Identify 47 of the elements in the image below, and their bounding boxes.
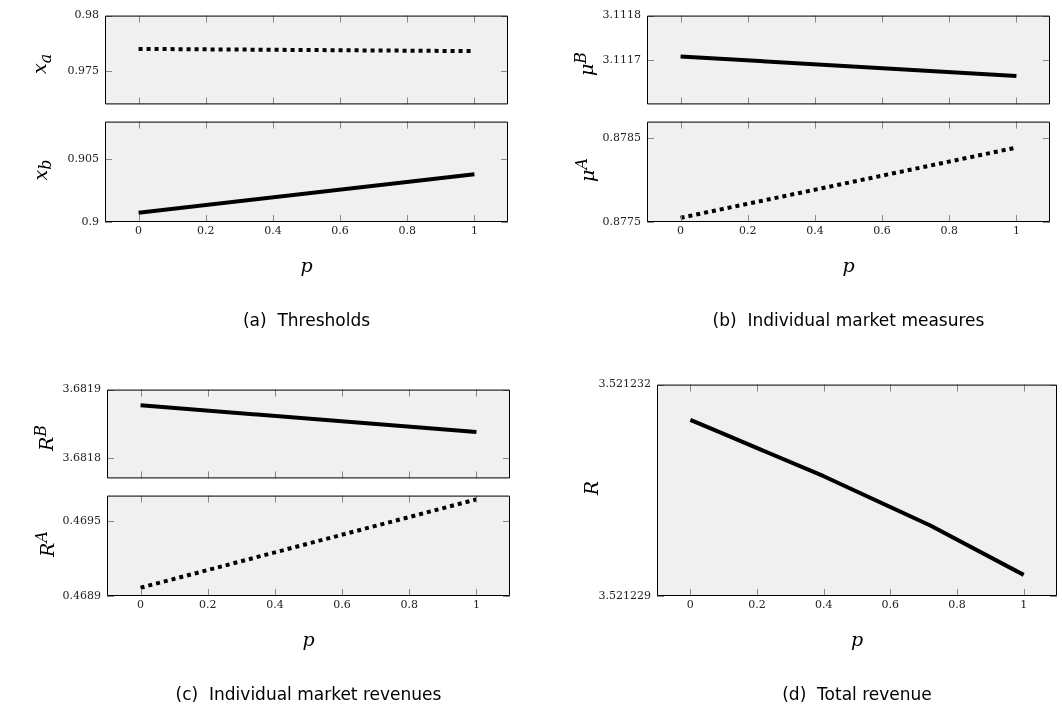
x-tick-label: 0.2 bbox=[739, 224, 757, 238]
x-tick-label: 0 bbox=[137, 598, 145, 612]
x-tick-label: 0.8 bbox=[400, 598, 418, 612]
x-tick-label: 0.2 bbox=[199, 598, 217, 612]
x-axis-title: p bbox=[841, 254, 856, 276]
x-tick-label: 0.6 bbox=[333, 598, 351, 612]
y-tick-label: 0.8785 bbox=[602, 131, 641, 145]
x-tick-label: 0 bbox=[686, 598, 694, 612]
y-tick-label: 3.1117 bbox=[602, 52, 641, 66]
y-tick-label: 0.4695 bbox=[62, 513, 101, 527]
x-tick-label: 0.4 bbox=[264, 224, 282, 238]
y-tick-label: 0.8775 bbox=[602, 214, 641, 228]
y-tick-label: 0.4689 bbox=[62, 588, 101, 602]
x-tick-label: 1 bbox=[1020, 598, 1028, 612]
x-tick-label: 0.4 bbox=[806, 224, 824, 238]
x-tick-label: 0.4 bbox=[266, 598, 284, 612]
text: (a) Thresholds bbox=[241, 310, 372, 330]
x-axis-title: p bbox=[299, 254, 314, 276]
x-tick-label: 0.6 bbox=[881, 598, 900, 612]
y-tick-label: 0.9 bbox=[81, 214, 99, 228]
x-tick-label: 0.8 bbox=[940, 224, 958, 238]
text: (b) Individual market measures bbox=[711, 310, 986, 330]
y-tick-label: 3.521232 bbox=[598, 377, 651, 391]
x-tick-label: 0 bbox=[135, 224, 143, 238]
x-tick-label: 0.2 bbox=[748, 598, 766, 612]
x-tick-label: 0.8 bbox=[398, 224, 416, 238]
x-tick-label: 1 bbox=[1012, 224, 1020, 238]
y-tick-label: 0.98 bbox=[74, 8, 99, 22]
x-tick-label: 0.4 bbox=[814, 598, 833, 612]
y-tick-label: 3.6818 bbox=[62, 450, 101, 464]
x-tick-label: 1 bbox=[470, 224, 478, 238]
x-tick-label: 1 bbox=[472, 598, 480, 612]
text: (d) Total revenue bbox=[781, 684, 933, 704]
x-tick-label: 0.6 bbox=[873, 224, 891, 238]
y-tick-label: 3.521229 bbox=[598, 588, 651, 602]
x-tick-label: 0.6 bbox=[331, 224, 349, 238]
y-tick-label: 3.6819 bbox=[62, 382, 101, 396]
y-tick-label: 0.905 bbox=[67, 152, 99, 166]
x-tick-label: 0.8 bbox=[948, 598, 966, 612]
x-axis-title: p bbox=[849, 628, 865, 650]
y-axis-title: R bbox=[580, 480, 602, 496]
text: (c) Individual market revenues bbox=[174, 684, 443, 704]
x-tick-label: 0.2 bbox=[197, 224, 215, 238]
y-tick-label: 3.1118 bbox=[602, 8, 641, 22]
y-tick-label: 0.975 bbox=[67, 63, 99, 77]
x-axis-title: p bbox=[301, 628, 316, 650]
x-tick-label: 0 bbox=[677, 224, 685, 238]
